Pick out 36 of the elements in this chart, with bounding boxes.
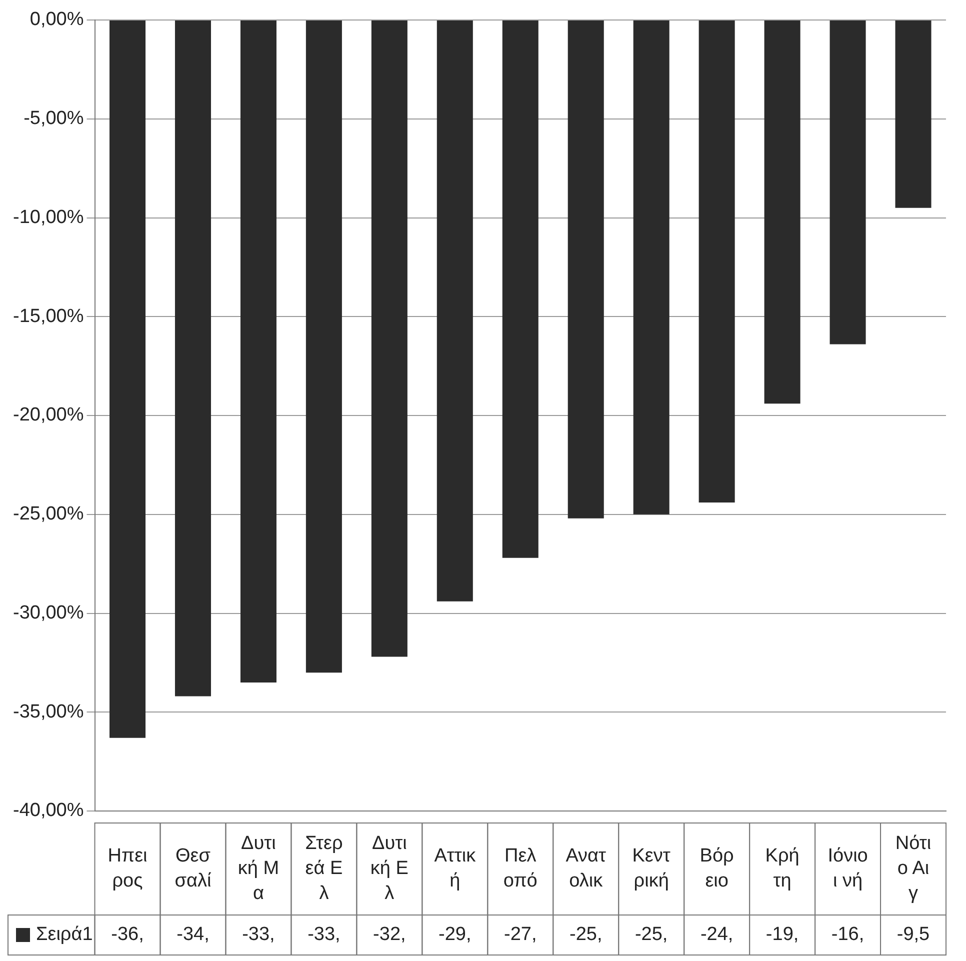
data-label: -33, — [308, 924, 340, 946]
y-tick-label: -40,00% — [12, 800, 84, 822]
x-tick-label: Ηπειρος — [108, 846, 148, 892]
y-tick-label: -15,00% — [12, 306, 84, 327]
x-tick-label: Βόρειο — [700, 846, 734, 892]
data-label: -25, — [569, 924, 602, 946]
x-tick-label: Κρήτη — [765, 846, 800, 892]
data-label: -32, — [373, 924, 406, 946]
y-tick-label: -10,00% — [12, 206, 84, 228]
legend-label: Σειρά1 — [36, 924, 93, 946]
y-tick-label: -5,00% — [24, 108, 84, 130]
data-label: -33, — [242, 924, 275, 946]
data-label: -19, — [766, 924, 799, 946]
data-label: -29, — [438, 924, 472, 946]
data-label: -27, — [504, 924, 537, 946]
x-tick-label: Αττική — [434, 846, 476, 892]
y-tick-label: -25,00% — [12, 504, 84, 525]
data-label: -34, — [176, 924, 210, 946]
y-tick-label: -30,00% — [12, 602, 84, 624]
data-label: -36, — [111, 924, 144, 946]
x-tick-label: Δυτική Μα — [238, 833, 280, 904]
x-tick-label: Πελοπό — [503, 846, 538, 892]
data-label: -24, — [700, 924, 734, 946]
data-label: -25, — [634, 924, 668, 946]
y-tick-label: -35,00% — [12, 701, 84, 722]
x-tick-label: Νότιο Αιγ — [895, 833, 932, 904]
x-tick-label: Ιόνιοι νή — [828, 846, 868, 892]
x-tick-label: Στερεά Ελ — [305, 833, 343, 904]
y-tick-label: 0,00% — [30, 9, 84, 30]
x-tick-label: Κεντρική — [632, 846, 671, 892]
data-label: -16, — [831, 924, 864, 946]
y-tick-label: -20,00% — [12, 404, 84, 426]
data-label: -9,5 — [896, 924, 930, 946]
x-tick-label: Δυτική Ελ — [370, 833, 408, 904]
x-tick-label: Ανατολικ — [566, 846, 607, 892]
x-tick-label: Θεσσαλί — [174, 846, 212, 892]
